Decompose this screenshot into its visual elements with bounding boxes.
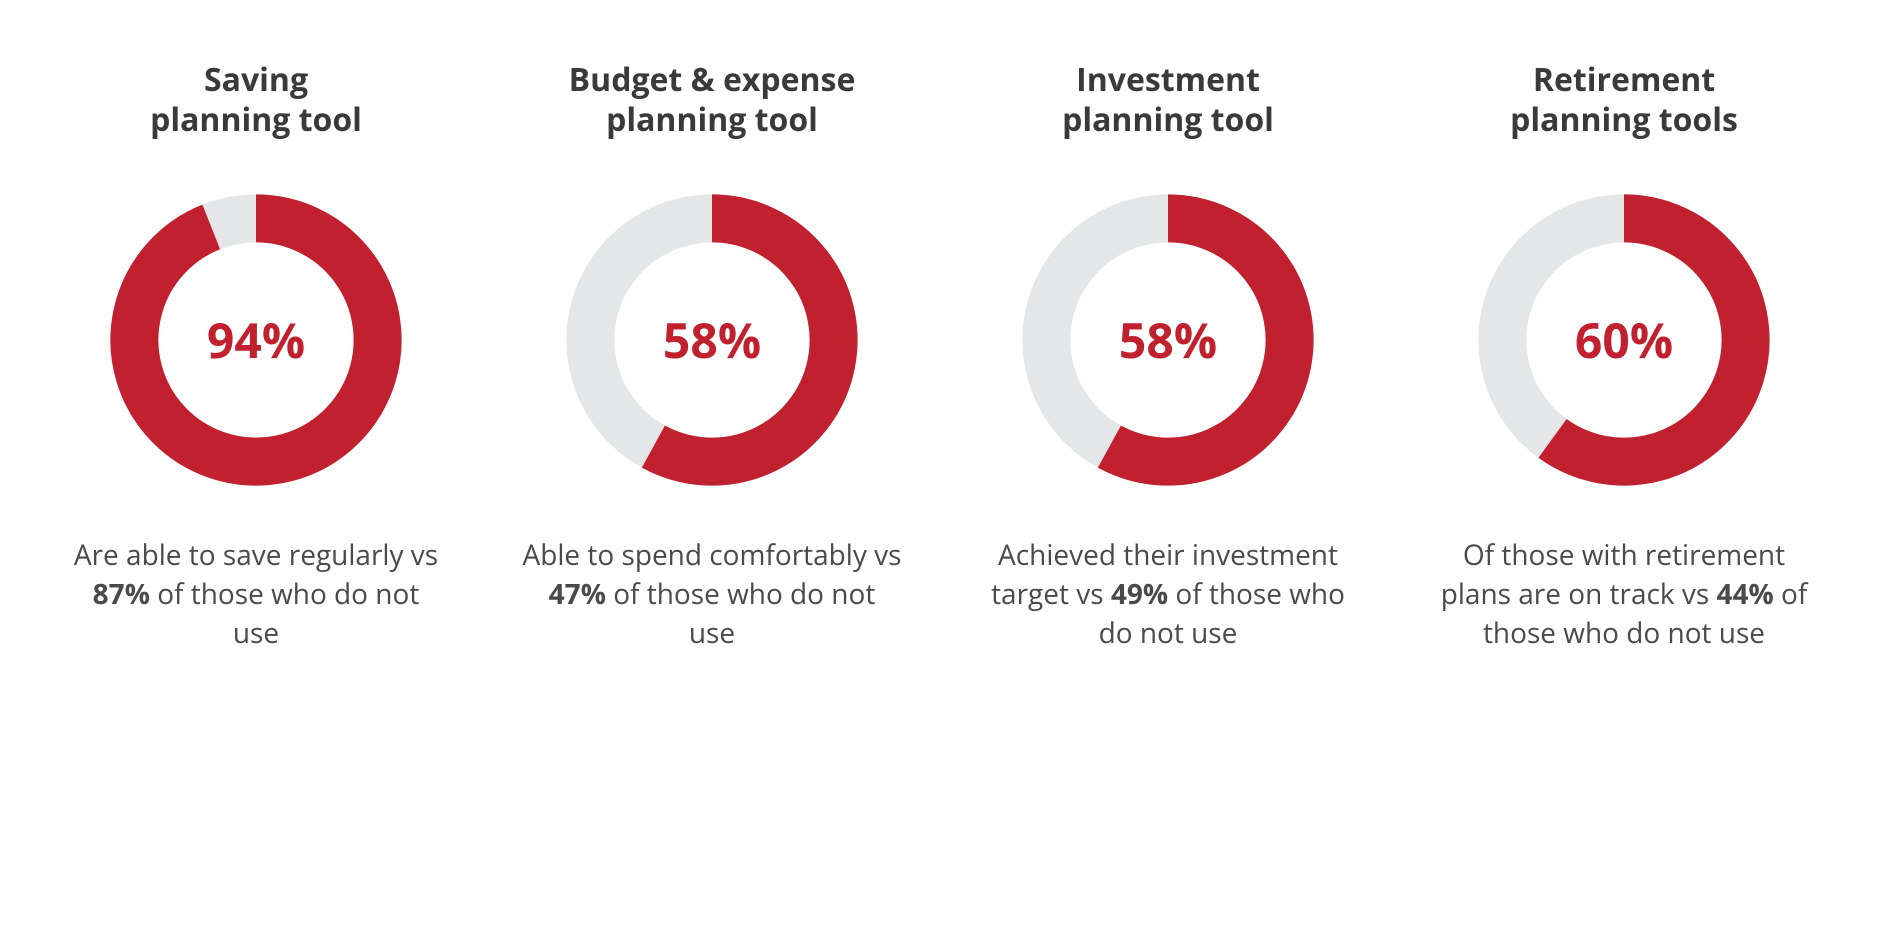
card-title: Budget & expense planning tool bbox=[569, 60, 856, 150]
card-caption: Achieved their investment target vs 49% … bbox=[978, 536, 1358, 654]
donut-chart: 94% bbox=[96, 180, 416, 500]
percent-label: 60% bbox=[1464, 180, 1784, 500]
title-line-2: planning tool bbox=[1062, 98, 1274, 141]
donut-chart: 58% bbox=[1008, 180, 1328, 500]
caption-post: of those who do not use bbox=[606, 575, 875, 652]
infographic-row: Saving planning tool 94% Are able to sav… bbox=[0, 0, 1880, 928]
donut-chart: 58% bbox=[552, 180, 872, 500]
title-line-1: Retirement bbox=[1533, 58, 1715, 101]
card-title: Saving planning tool bbox=[150, 60, 362, 150]
card-title: Investment planning tool bbox=[1062, 60, 1274, 150]
caption-bold: 44% bbox=[1717, 575, 1774, 613]
caption-bold: 87% bbox=[93, 575, 150, 613]
title-line-1: Saving bbox=[204, 58, 308, 101]
card-caption: Are able to save regularly vs 87% of tho… bbox=[66, 536, 446, 654]
title-line-1: Budget & expense bbox=[569, 58, 856, 101]
caption-pre: Able to spend comfortably vs bbox=[522, 536, 901, 574]
title-line-2: planning tools bbox=[1510, 98, 1738, 141]
caption-bold: 47% bbox=[549, 575, 606, 613]
title-line-2: planning tool bbox=[150, 98, 362, 141]
stat-card: Investment planning tool 58% Achieved th… bbox=[968, 60, 1368, 654]
stat-card: Retirement planning tools 60% Of those w… bbox=[1424, 60, 1824, 654]
percent-label: 94% bbox=[96, 180, 416, 500]
title-line-1: Investment bbox=[1076, 58, 1260, 101]
stat-card: Budget & expense planning tool 58% Able … bbox=[512, 60, 912, 654]
percent-label: 58% bbox=[1008, 180, 1328, 500]
caption-pre: Are able to save regularly vs bbox=[74, 536, 438, 574]
stat-card: Saving planning tool 94% Are able to sav… bbox=[56, 60, 456, 654]
caption-bold: 49% bbox=[1111, 575, 1168, 613]
card-caption: Able to spend comfortably vs 47% of thos… bbox=[522, 536, 902, 654]
percent-label: 58% bbox=[552, 180, 872, 500]
caption-post: of those who do not use bbox=[150, 575, 419, 652]
card-title: Retirement planning tools bbox=[1510, 60, 1738, 150]
title-line-2: planning tool bbox=[606, 98, 818, 141]
card-caption: Of those with retirement plans are on tr… bbox=[1434, 536, 1814, 654]
donut-chart: 60% bbox=[1464, 180, 1784, 500]
